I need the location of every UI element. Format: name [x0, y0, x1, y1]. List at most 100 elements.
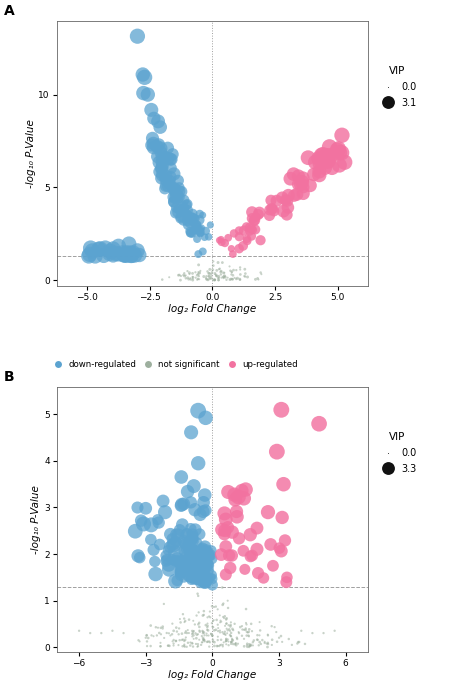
Point — [183, 265, 191, 276]
Point — [191, 571, 199, 582]
Point — [189, 545, 197, 556]
Point — [190, 556, 198, 567]
Point — [252, 211, 260, 222]
Point — [231, 494, 239, 505]
Point — [206, 271, 213, 282]
Point — [180, 535, 187, 546]
Point — [180, 499, 188, 510]
Point — [173, 536, 180, 547]
Point — [228, 637, 235, 648]
Point — [131, 525, 139, 536]
Point — [142, 632, 150, 643]
Point — [170, 169, 178, 180]
Point — [201, 505, 209, 516]
Point — [273, 626, 280, 637]
Point — [269, 560, 277, 571]
Point — [200, 551, 208, 562]
Point — [186, 565, 193, 576]
Point — [222, 514, 229, 525]
Point — [200, 627, 208, 638]
Point — [189, 628, 197, 639]
Point — [203, 560, 210, 571]
Point — [135, 635, 142, 646]
Point — [184, 637, 192, 648]
Point — [187, 543, 194, 554]
Point — [196, 529, 203, 540]
Point — [165, 560, 173, 571]
Point — [161, 507, 169, 518]
Point — [190, 574, 198, 585]
Point — [195, 267, 202, 278]
Point — [270, 206, 278, 217]
Point — [200, 635, 207, 646]
Point — [203, 559, 211, 570]
Point — [185, 552, 192, 563]
Point — [143, 630, 150, 641]
Point — [246, 226, 254, 237]
Point — [315, 153, 322, 164]
Point — [216, 617, 224, 628]
Point — [181, 545, 188, 556]
Point — [219, 641, 227, 652]
Point — [267, 195, 275, 206]
Y-axis label: -log₁₀ P-Value: -log₁₀ P-Value — [31, 485, 41, 554]
Point — [214, 631, 222, 642]
Point — [170, 540, 177, 551]
Point — [188, 566, 196, 577]
Point — [311, 156, 319, 167]
Point — [223, 613, 230, 624]
Point — [172, 186, 179, 197]
Point — [177, 617, 184, 628]
Point — [231, 272, 238, 283]
Point — [205, 271, 212, 282]
Point — [87, 243, 94, 254]
Point — [218, 639, 225, 650]
Point — [246, 641, 253, 652]
Point — [134, 31, 141, 42]
Point — [212, 269, 219, 280]
Point — [327, 151, 334, 162]
Point — [268, 203, 275, 214]
Point — [189, 641, 197, 652]
Point — [229, 274, 237, 285]
Point — [195, 558, 202, 569]
Point — [173, 552, 181, 563]
Point — [179, 608, 187, 619]
Point — [216, 263, 224, 274]
Point — [184, 204, 191, 215]
Point — [315, 418, 323, 429]
Point — [157, 147, 165, 158]
Point — [200, 606, 208, 617]
X-axis label: log₂ Fold Change: log₂ Fold Change — [168, 670, 256, 681]
Point — [298, 625, 305, 636]
Point — [195, 274, 203, 285]
Point — [186, 571, 193, 582]
Point — [157, 163, 165, 174]
Point — [188, 533, 196, 544]
Point — [336, 147, 343, 158]
Point — [273, 637, 281, 648]
Point — [239, 240, 247, 251]
Point — [294, 637, 302, 648]
Point — [204, 558, 212, 569]
Point — [185, 614, 193, 625]
Point — [165, 178, 173, 189]
Point — [157, 629, 165, 640]
Point — [182, 273, 190, 284]
Point — [290, 190, 298, 201]
Point — [172, 188, 179, 199]
Point — [181, 268, 188, 279]
Point — [245, 626, 253, 637]
Point — [136, 552, 144, 563]
Point — [213, 270, 220, 281]
Point — [149, 138, 157, 149]
Point — [172, 635, 180, 646]
Point — [220, 628, 228, 639]
Point — [221, 271, 229, 282]
Point — [177, 567, 184, 578]
Point — [201, 541, 209, 552]
Point — [147, 534, 155, 545]
Point — [180, 564, 188, 575]
Point — [197, 574, 204, 585]
Point — [224, 625, 231, 636]
